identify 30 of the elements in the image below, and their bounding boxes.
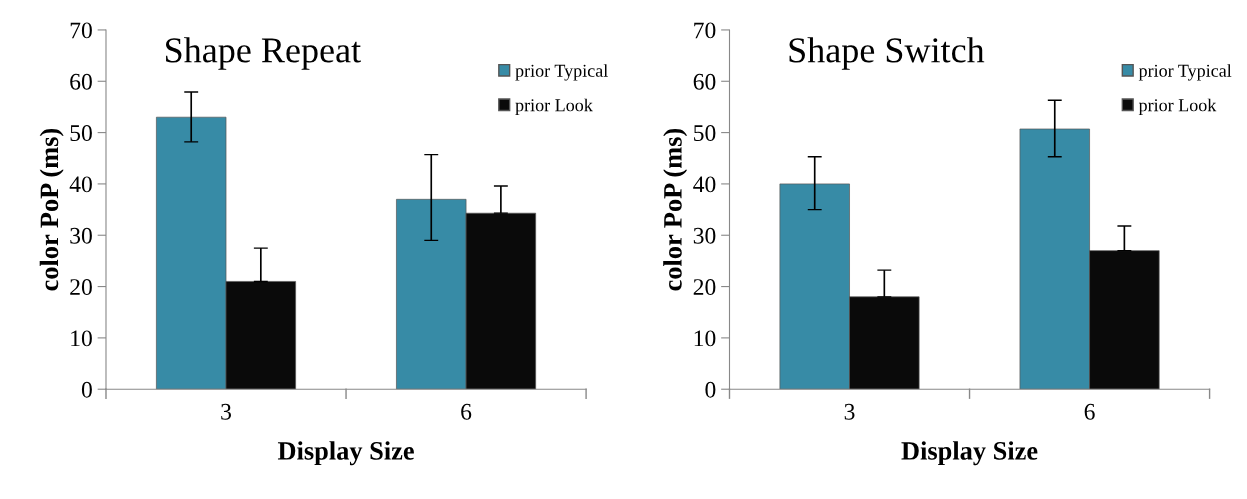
y-tick-label: 0 xyxy=(705,381,716,398)
y-tick-label: 70 xyxy=(694,22,716,39)
chart-title: Shape Switch xyxy=(789,37,985,70)
y-tick-label: 60 xyxy=(693,73,716,90)
y-tick-label: 40 xyxy=(69,176,92,193)
y-tick-label: 10 xyxy=(694,330,716,347)
y-axis-title: color PoP (ms) xyxy=(39,128,64,291)
legend-label: prior Typical xyxy=(515,64,608,81)
y-tick-label: 60 xyxy=(70,73,92,90)
y-tick-label: 40 xyxy=(693,176,716,193)
y-tick-label: 0 xyxy=(81,381,92,398)
chart-title: Shape Repeat xyxy=(166,37,361,70)
legend-label: prior Look xyxy=(515,98,593,116)
y-tick-label: 50 xyxy=(70,125,92,142)
y-tick-label: 20 xyxy=(70,279,92,295)
x-tick-label: 3 xyxy=(221,403,231,420)
x-axis-title: Display Size xyxy=(277,441,414,466)
y-tick-label: 30 xyxy=(693,227,716,244)
y-tick-label: 20 xyxy=(693,279,716,295)
x-tick-label: 3 xyxy=(844,403,855,420)
legend-label: prior Look xyxy=(1138,98,1217,116)
y-tick-label: 30 xyxy=(70,227,92,244)
y-tick-label: 70 xyxy=(70,22,92,39)
x-tick-label: 6 xyxy=(1084,403,1095,420)
y-tick-label: 50 xyxy=(694,125,716,142)
legend-label: prior Typical xyxy=(1138,64,1232,81)
x-axis-title: Display Size xyxy=(901,441,1038,466)
y-axis-title: color PoP (ms) xyxy=(663,128,688,291)
y-tick-label: 10 xyxy=(71,330,92,347)
x-tick-label: 6 xyxy=(461,403,472,420)
